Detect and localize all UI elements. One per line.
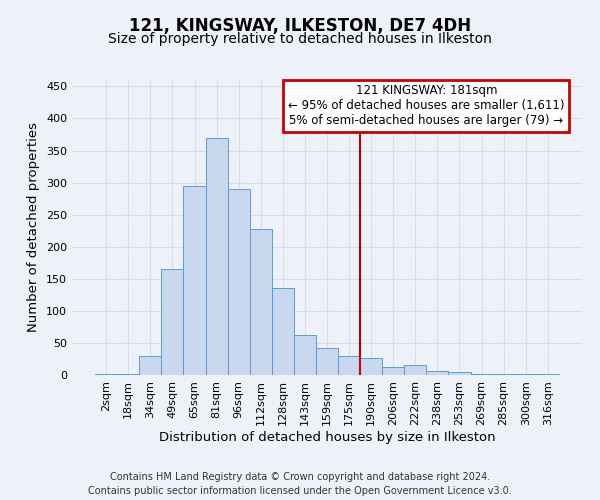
Bar	[404, 366, 427, 375]
Text: Size of property relative to detached houses in Ilkeston: Size of property relative to detached ho…	[108, 32, 492, 46]
Bar	[493, 374, 515, 375]
Bar	[382, 366, 404, 375]
Bar	[227, 189, 250, 375]
Text: Contains HM Land Registry data © Crown copyright and database right 2024.: Contains HM Land Registry data © Crown c…	[110, 472, 490, 482]
X-axis label: Distribution of detached houses by size in Ilkeston: Distribution of detached houses by size …	[158, 430, 496, 444]
Text: Contains public sector information licensed under the Open Government Licence v3: Contains public sector information licen…	[88, 486, 512, 496]
Text: 121 KINGSWAY: 181sqm
← 95% of detached houses are smaller (1,611)
5% of semi-det: 121 KINGSWAY: 181sqm ← 95% of detached h…	[288, 84, 565, 128]
Bar	[139, 356, 161, 375]
Bar	[360, 358, 382, 375]
Bar	[448, 372, 470, 375]
Y-axis label: Number of detached properties: Number of detached properties	[28, 122, 40, 332]
Bar	[272, 288, 294, 375]
Bar	[515, 374, 537, 375]
Text: 121, KINGSWAY, ILKESTON, DE7 4DH: 121, KINGSWAY, ILKESTON, DE7 4DH	[129, 18, 471, 36]
Bar	[95, 374, 117, 375]
Bar	[206, 138, 227, 375]
Bar	[427, 370, 448, 375]
Bar	[250, 230, 272, 375]
Bar	[537, 374, 559, 375]
Bar	[184, 186, 206, 375]
Bar	[161, 268, 184, 375]
Bar	[338, 356, 360, 375]
Bar	[470, 374, 493, 375]
Bar	[117, 374, 139, 375]
Bar	[316, 348, 338, 375]
Bar	[294, 335, 316, 375]
